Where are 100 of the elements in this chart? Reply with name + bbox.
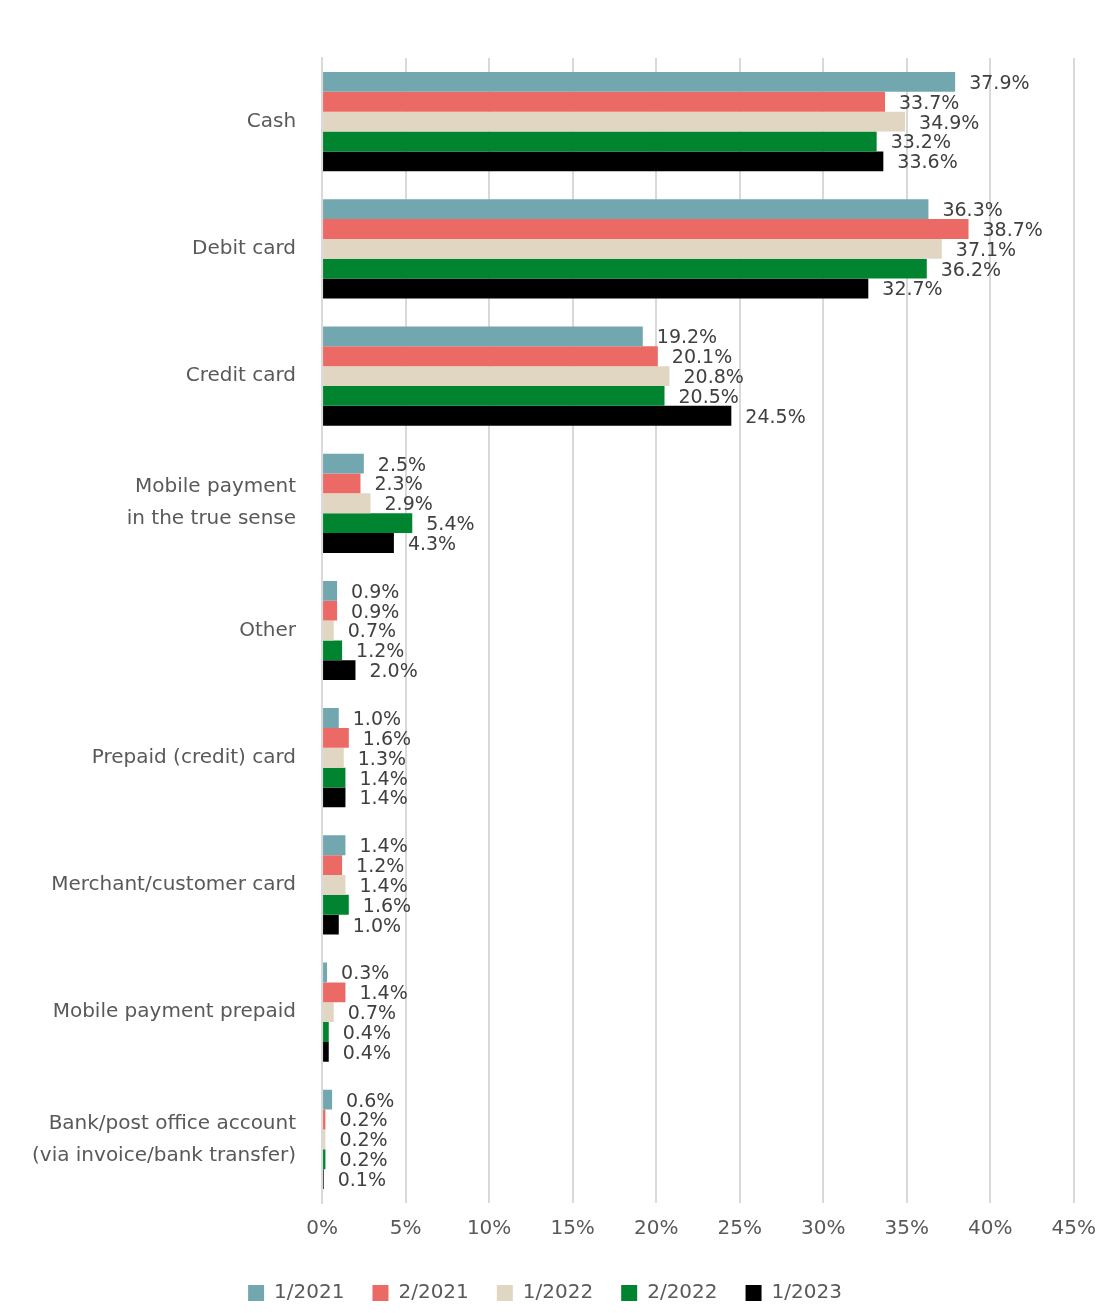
x-tick-label: 5% [389,1215,422,1240]
bar [323,258,927,279]
data-label: 0.2% [339,1108,388,1131]
y-tick-label: Credit card [185,362,297,387]
bar [323,914,339,935]
y-tick-label: Prepaid (credit) card [91,743,297,768]
x-tick-label: 45% [1051,1215,1096,1240]
x-tick-label: 40% [968,1215,1013,1240]
bar [323,1089,333,1110]
bar [323,1002,334,1023]
data-label: 24.5% [745,404,806,427]
data-label: 32.7% [882,277,943,300]
data-label: 0.9% [351,599,400,622]
bar [323,91,886,112]
bar [323,894,349,915]
bar [323,366,670,386]
data-label: 1.2% [356,639,405,662]
data-label: 33.7% [899,90,960,113]
bar [323,708,339,728]
legend-label: 1/2023 [771,1279,842,1304]
data-label: 37.9% [969,70,1030,93]
bar [323,660,356,681]
x-tick-label: 35% [884,1215,929,1240]
bar [323,238,942,259]
data-label: 1.3% [357,746,407,769]
data-label: 1.4% [359,766,408,789]
bar [323,962,328,983]
y-tick-label: Mobile payment in the true sense [126,473,297,530]
bar [323,727,349,748]
y-tick-label: Merchant/customer card [51,871,297,896]
bar [323,787,346,808]
bar [323,1022,329,1042]
data-label: 0.9% [351,579,400,602]
data-label: 0.2% [339,1128,388,1151]
bar [323,111,906,132]
bar [323,533,394,553]
bar [323,473,361,494]
bar [323,131,877,152]
data-label: 2.5% [377,452,427,475]
x-tick-label: 25% [717,1215,762,1240]
x-tick-label: 15% [550,1215,595,1240]
bar [323,278,869,299]
bar [323,875,346,895]
data-label: 0.4% [342,1040,392,1063]
data-label: 0.3% [341,961,390,984]
x-tick-label: 30% [800,1215,846,1240]
bar [323,493,371,514]
bar [323,835,346,856]
legend-label: 1/2021 [274,1279,345,1304]
x-tick-label: 20% [633,1215,679,1240]
y-tick-label: Debit card [192,235,297,260]
y-tick-label: Cash [246,107,297,132]
data-label: 0.6% [346,1088,395,1111]
data-label: 2.3% [374,472,423,495]
data-label: 19.2% [656,325,718,348]
data-label: 37.1% [955,237,1017,260]
data-label: 1.4% [359,786,408,809]
data-label: 1.0% [352,913,402,936]
data-label: 2.9% [384,492,433,515]
bar [323,405,732,426]
x-tick-label: 10% [466,1215,512,1240]
bar [323,855,343,876]
data-label: 36.2% [940,257,1002,280]
data-label: 0.1% [337,1168,387,1191]
bar [323,600,338,621]
bar [323,620,334,641]
data-label: 34.9% [919,110,980,133]
legend-label: 1/2022 [522,1279,594,1304]
legend-label: 2/2021 [398,1279,469,1304]
data-label: 2.0% [369,659,418,682]
bar [323,219,969,239]
bar [323,640,343,661]
bar [323,982,346,1003]
bar [323,453,364,474]
bar [323,346,658,367]
data-label: 33.6% [897,150,958,173]
x-tick-label: 0% [306,1215,338,1240]
bar [323,747,344,768]
data-label: 0.2% [339,1148,388,1171]
bar [323,199,929,220]
data-label: 1.4% [359,981,408,1004]
data-label: 1.0% [352,706,402,729]
bar [323,580,338,601]
legend-label: 2/2022 [647,1279,718,1304]
data-label: 1.6% [362,893,412,916]
data-label: 1.6% [362,726,412,749]
data-label: 33.2% [890,130,952,153]
data-label: 0.7% [347,619,397,642]
y-tick-label: Other [239,616,297,641]
data-label: 20.5% [678,384,739,407]
y-tick-label: Bank/post office account (via invoice/bank transfer) [32,1109,297,1166]
bar [323,767,346,788]
data-label: 1.4% [359,834,408,857]
bar [323,71,956,92]
bar [323,513,413,534]
bar [323,326,643,347]
bar [323,385,665,406]
y-tick-label: Mobile payment prepaid [52,998,297,1023]
bar [323,151,884,172]
bar [323,1041,329,1062]
